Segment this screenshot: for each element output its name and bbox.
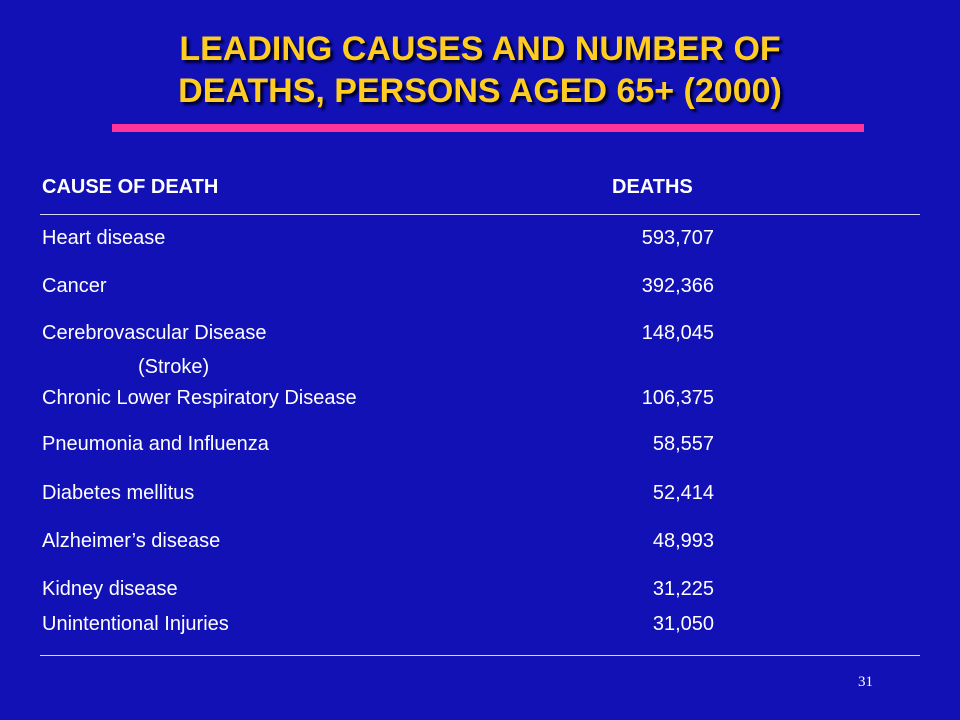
row-cause: Kidney disease	[42, 578, 178, 600]
row-deaths: 106,375	[641, 387, 714, 409]
table-row: Cancer 392,366	[42, 275, 722, 301]
row-cause: Chronic Lower Respiratory Disease	[42, 387, 357, 409]
slide-title-line-1: LEADING CAUSES AND NUMBER OF	[179, 30, 781, 68]
row-deaths: 52,414	[652, 482, 714, 504]
row-deaths: 58,557	[652, 433, 714, 455]
row-deaths: 31,050	[652, 613, 714, 635]
row-cause: Cerebrovascular Disease	[42, 322, 267, 344]
slide-title: LEADING CAUSES AND NUMBER OF DEATHS, PER…	[80, 28, 880, 112]
table-row: Unintentional Injuries 31,050	[42, 613, 722, 639]
table-row: Kidney disease 31,225	[42, 578, 722, 604]
row-cause: Unintentional Injuries	[42, 613, 229, 635]
header-deaths: DEATHS	[612, 176, 693, 198]
table-row: Heart disease 593,707	[42, 227, 722, 253]
header-cause-of-death: CAUSE OF DEATH	[42, 176, 219, 198]
row-deaths: 392,366	[641, 275, 714, 297]
table-row: Chronic Lower Respiratory Disease 106,37…	[42, 387, 722, 413]
table-row: Pneumonia and Influenza 58,557	[42, 433, 722, 459]
row-cause: Alzheimer’s disease	[42, 530, 221, 552]
title-underline-rule	[112, 124, 864, 132]
table-row: Diabetes mellitus 52,414	[42, 482, 722, 508]
row-deaths: 48,993	[652, 530, 714, 552]
row-cause-note: (Stroke)	[138, 356, 210, 378]
table-row: Cerebrovascular Disease 148,045	[42, 322, 722, 348]
table-bottom-rule	[40, 655, 920, 656]
table-row: Alzheimer’s disease 48,993	[42, 530, 722, 556]
table-header-row: CAUSE OF DEATH DEATHS	[42, 176, 722, 204]
row-cause: Diabetes mellitus	[42, 482, 195, 504]
row-cause: Heart disease	[42, 227, 166, 249]
header-divider	[40, 214, 920, 215]
row-cause: Cancer	[42, 275, 107, 297]
slide-title-line-2: DEATHS, PERSONS AGED 65+ (2000)	[178, 72, 782, 110]
row-deaths: 148,045	[641, 322, 714, 344]
row-deaths: 593,707	[641, 227, 714, 249]
row-cause: Pneumonia and Influenza	[42, 433, 269, 455]
page-number: 31	[858, 674, 873, 690]
row-deaths: 31,225	[652, 578, 714, 600]
